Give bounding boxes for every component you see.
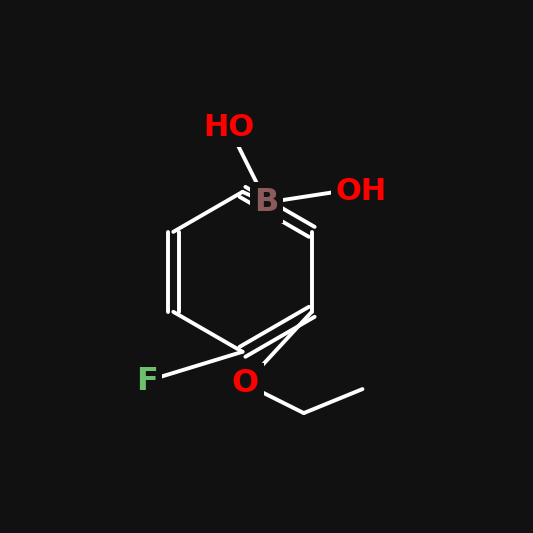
Text: HO: HO: [204, 114, 255, 142]
Text: O: O: [231, 368, 259, 399]
Text: OH: OH: [336, 177, 387, 206]
Text: F: F: [135, 366, 158, 397]
Text: B: B: [254, 187, 279, 218]
